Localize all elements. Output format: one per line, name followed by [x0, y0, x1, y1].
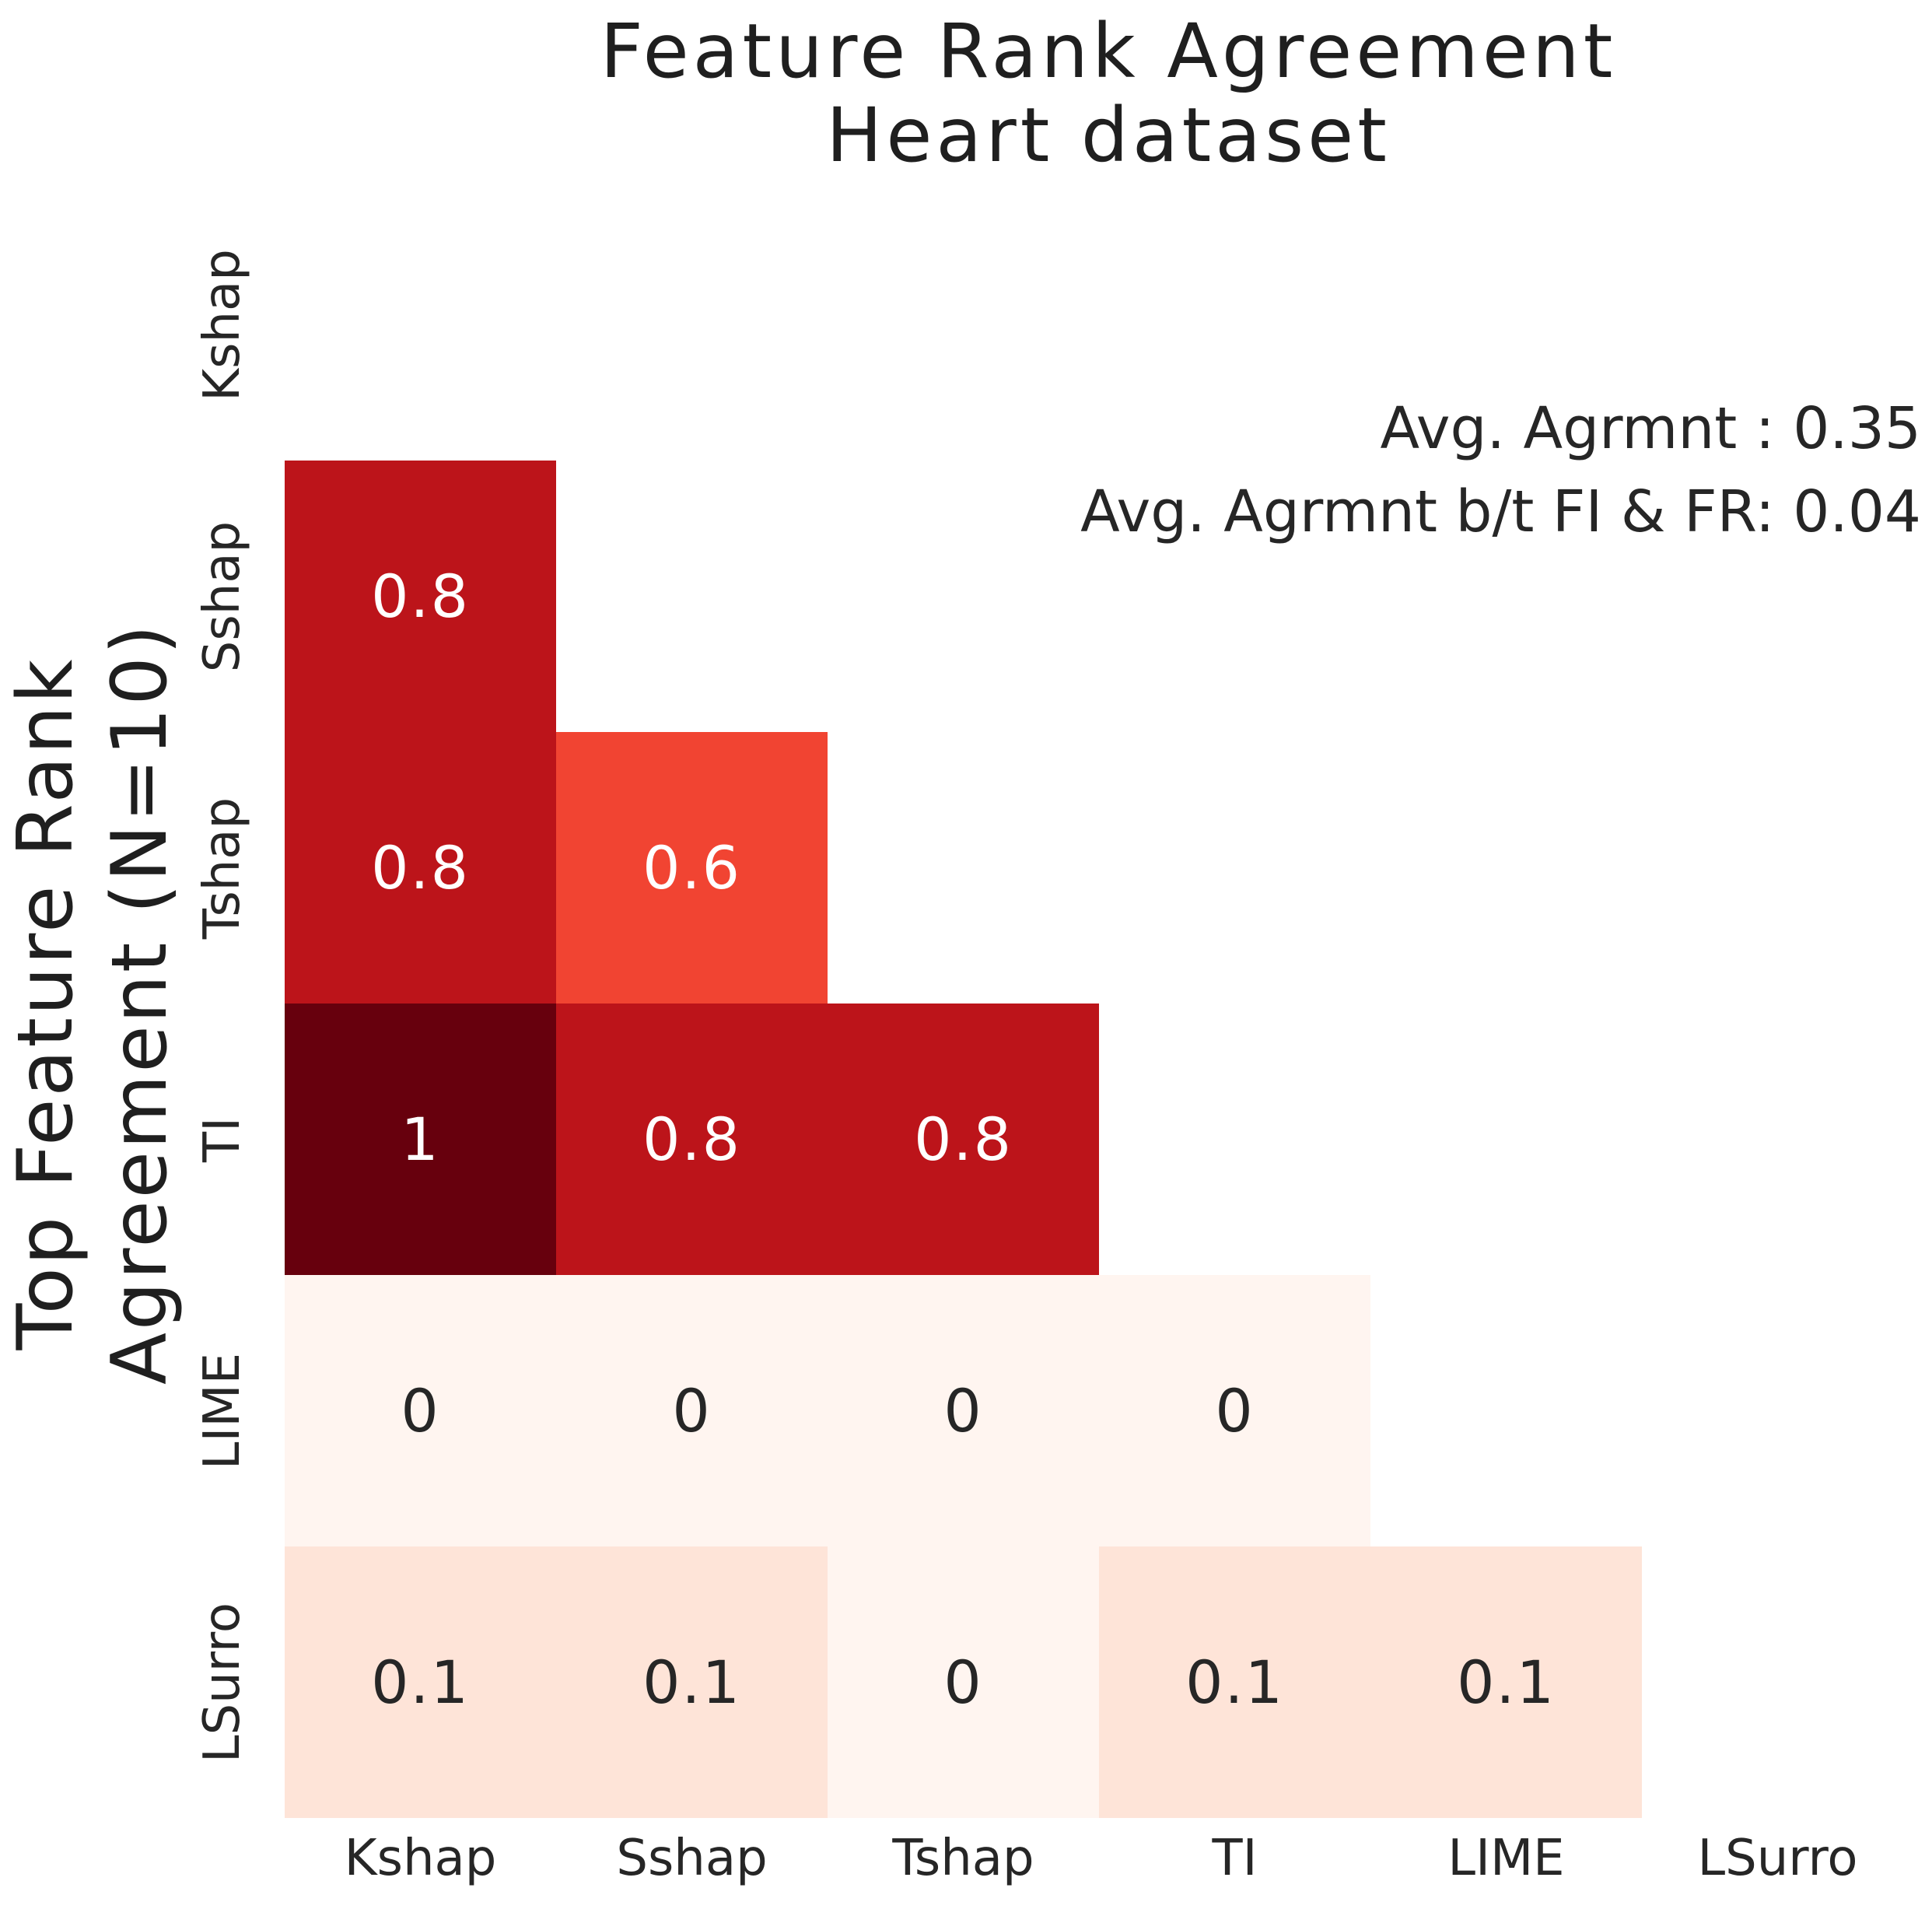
heatmap-cell-ti-kshap: 1 — [285, 1004, 556, 1275]
avg-agreement-annotation: Avg. Agrmnt : 0.35 Avg. Agrmnt b/t FI & … — [1080, 387, 1921, 554]
heatmap-cell-tshap-kshap: 0.8 — [285, 732, 556, 1004]
x-tick-label-lsurro: LSurro — [1697, 1830, 1858, 1887]
heatmap-cell-lime-tshap: 0 — [828, 1275, 1099, 1546]
avg-agreement-fi-fr-line: Avg. Agrmnt b/t FI & FR: 0.04 — [1080, 478, 1921, 545]
heatmap-cell-lsurro-ti: 0.1 — [1099, 1546, 1370, 1818]
x-tick-label-tshap: Tshap — [892, 1830, 1034, 1887]
heatmap-cell-lime-sshap: 0 — [556, 1275, 828, 1546]
y-tick-label-tshap: Tshap — [194, 797, 251, 939]
heatmap-cell-lime-ti: 0 — [1099, 1275, 1370, 1546]
chart-title-line-2: Heart dataset — [826, 92, 1391, 179]
heatmap-cell-lime-kshap: 0 — [285, 1275, 556, 1546]
y-tick-label-sshap: Sshap — [194, 520, 251, 672]
x-tick-label-sshap: Sshap — [616, 1830, 768, 1887]
heatmap-cell-lsurro-lime: 0.1 — [1370, 1546, 1642, 1818]
heatmap-cell-lsurro-kshap: 0.1 — [285, 1546, 556, 1818]
x-tick-label-lime: LIME — [1447, 1830, 1565, 1887]
y-tick-label-lsurro: LSurro — [194, 1602, 251, 1763]
heatmap-cell-tshap-sshap: 0.6 — [556, 732, 828, 1004]
x-tick-label-ti: TI — [1212, 1830, 1258, 1887]
avg-agreement-line: Avg. Agrmnt : 0.35 — [1380, 395, 1921, 462]
heatmap-cell-ti-sshap: 0.8 — [556, 1004, 828, 1275]
heatmap-cell-lsurro-sshap: 0.1 — [556, 1546, 828, 1818]
heatmap-cell-ti-tshap: 0.8 — [828, 1004, 1099, 1275]
chart-title: Feature Rank Agreement Heart dataset — [285, 9, 1932, 177]
heatmap-cell-lsurro-tshap: 0 — [828, 1546, 1099, 1818]
y-tick-label-lime: LIME — [194, 1352, 251, 1469]
y-tick-label-kshap: Kshap — [194, 248, 251, 401]
x-tick-label-kshap: Kshap — [344, 1830, 497, 1887]
chart-title-line-1: Feature Rank Agreement — [600, 8, 1617, 95]
y-tick-label-ti: TI — [194, 1116, 251, 1162]
heatmap-cell-sshap-kshap: 0.8 — [285, 461, 556, 732]
